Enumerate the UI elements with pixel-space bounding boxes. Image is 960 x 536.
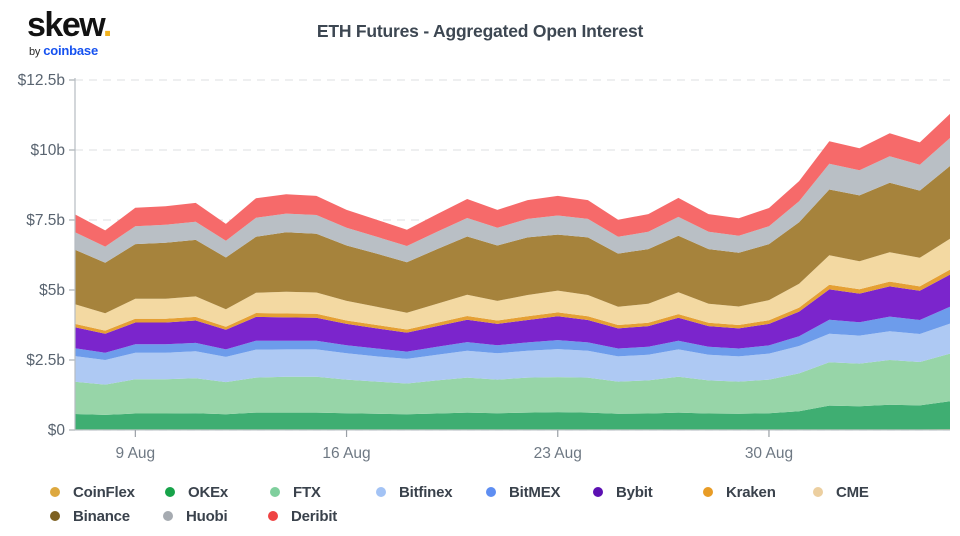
bybit-dot-icon	[593, 487, 603, 497]
x-axis-label: 23 Aug	[534, 445, 582, 462]
legend-item-bitmex[interactable]: BitMEX	[486, 483, 561, 501]
legend-item-cme[interactable]: CME	[813, 483, 869, 501]
legend-label: CME	[836, 483, 869, 501]
legend-label: CoinFlex	[73, 483, 135, 501]
legend-item-huobi[interactable]: Huobi	[163, 507, 228, 525]
y-axis-label: $10b	[31, 142, 65, 159]
legend-label: Kraken	[726, 483, 776, 501]
legend-label: BitMEX	[509, 483, 561, 501]
area-series-binance[interactable]	[75, 166, 950, 314]
legend-label: OKEx	[188, 483, 229, 501]
area-series-ftx[interactable]	[75, 353, 950, 415]
area-series-kraken[interactable]	[75, 269, 950, 334]
area-series-bitmex[interactable]	[75, 306, 950, 360]
area-series-cme[interactable]	[75, 238, 950, 331]
coinbase-logo-text: coinbase	[43, 43, 98, 58]
huobi-dot-icon	[163, 511, 173, 521]
legend-label: Bitfinex	[399, 483, 453, 501]
ftx-dot-icon	[270, 487, 280, 497]
bitfinex-dot-icon	[376, 487, 386, 497]
logo-byline-prefix: by	[29, 46, 41, 58]
legend-item-deribit[interactable]: Deribit	[268, 507, 337, 525]
skew-logo-dot: .	[102, 6, 112, 44]
legend-item-kraken[interactable]: Kraken	[703, 483, 776, 501]
area-series-okex[interactable]	[75, 401, 950, 430]
cme-dot-icon	[813, 487, 823, 497]
coinflex-dot-icon	[50, 487, 60, 497]
legend-item-okex[interactable]: OKEx	[165, 483, 228, 501]
y-axis-label: $5b	[39, 282, 65, 299]
skew-logo: skew. by coinbase	[27, 6, 112, 58]
legend-item-ftx[interactable]: FTX	[270, 483, 321, 501]
area-series-deribit[interactable]	[75, 113, 950, 247]
legend-label: Binance	[73, 507, 130, 525]
legend-label: Deribit	[291, 507, 338, 525]
area-series-bybit[interactable]	[75, 274, 950, 353]
legend-label: FTX	[293, 483, 321, 501]
skew-logo-text: skew	[27, 6, 104, 44]
legend-label: Huobi	[186, 507, 228, 525]
area-series-huobi[interactable]	[75, 138, 950, 263]
x-axis-label: 9 Aug	[116, 445, 156, 462]
legend-item-binance[interactable]: Binance	[50, 507, 130, 525]
kraken-dot-icon	[703, 487, 713, 497]
x-axis-label: 30 Aug	[745, 445, 793, 462]
y-axis-label: $2.5b	[26, 352, 65, 369]
area-series-bitfinex[interactable]	[75, 323, 950, 385]
y-axis-label: $12.5b	[18, 72, 65, 89]
y-axis-label: $7.5b	[26, 212, 65, 229]
legend-item-bybit[interactable]: Bybit	[593, 483, 653, 501]
chart-title: ETH Futures - Aggregated Open Interest	[316, 21, 644, 41]
bitmex-dot-icon	[486, 487, 496, 497]
okex-dot-icon	[165, 487, 175, 497]
legend-item-bitfinex[interactable]: Bitfinex	[376, 483, 453, 501]
binance-dot-icon	[50, 511, 60, 521]
legend-item-coinflex[interactable]: CoinFlex	[50, 483, 135, 501]
legend-label: Bybit	[616, 483, 653, 501]
y-axis-label: $0	[48, 422, 66, 439]
x-axis-label: 16 Aug	[322, 445, 370, 462]
deribit-dot-icon	[268, 511, 278, 521]
